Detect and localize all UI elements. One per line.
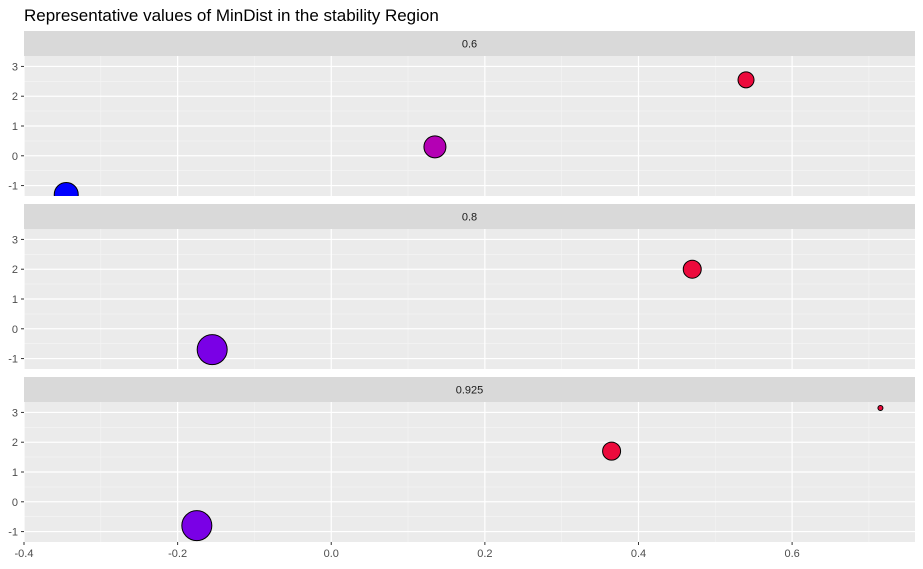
y-tick-label: 1 (12, 467, 18, 479)
data-point (602, 441, 622, 461)
data-point (737, 71, 755, 89)
y-tick-label: 3 (12, 407, 18, 419)
y-tick-label: 0 (12, 324, 18, 336)
y-tick-label: 2 (12, 91, 18, 103)
chart-title: Representative values of MinDist in the … (24, 6, 439, 25)
data-point (196, 334, 228, 366)
y-tick-label: 0 (12, 151, 18, 163)
x-tick-label: 0.6 (784, 548, 799, 560)
y-tick-label: 3 (12, 234, 18, 246)
y-tick-label: 1 (12, 121, 18, 133)
y-tick-label: -1 (8, 354, 18, 366)
data-point (53, 182, 79, 196)
y-tick-label: 1 (12, 294, 18, 306)
facet-strip-label: 0.8 (462, 212, 477, 224)
x-tick-label: -0.2 (168, 548, 187, 560)
facet-strip-label: 0.925 (456, 385, 484, 397)
facet-strip (24, 377, 915, 402)
y-tick-label: 3 (12, 61, 18, 73)
data-point (877, 404, 884, 411)
y-tick-label: 2 (12, 264, 18, 276)
facet-strip (24, 204, 915, 229)
x-tick-label: 0.0 (324, 548, 339, 560)
x-tick-label: 0.4 (631, 548, 646, 560)
data-point (423, 135, 447, 159)
facet-strip (24, 31, 915, 56)
facet-strip-label: 0.6 (462, 39, 477, 51)
y-tick-label: -1 (8, 527, 18, 539)
x-tick-label: -0.4 (15, 548, 34, 560)
y-tick-label: 0 (12, 497, 18, 509)
data-point (682, 259, 702, 279)
x-tick-label: 0.2 (477, 548, 492, 560)
y-tick-label: -1 (8, 181, 18, 193)
y-tick-label: 2 (12, 437, 18, 449)
data-point (181, 510, 213, 542)
